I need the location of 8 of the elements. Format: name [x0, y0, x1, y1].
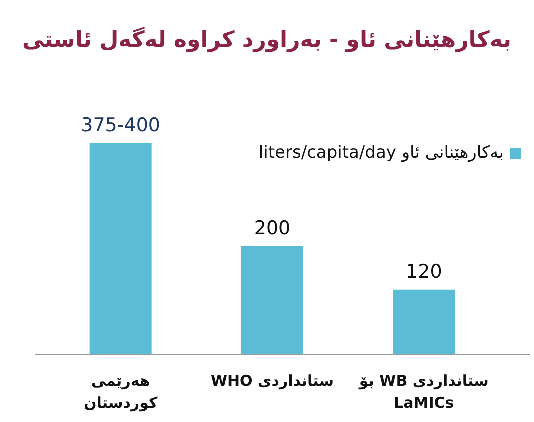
chart-title: بەکارهێنانی ئاو - بەراورد کراوە لەگەل ئاستی: [22, 28, 512, 53]
data-label: 120: [406, 260, 442, 283]
x-tick-label: ستانداردی WHO: [210, 371, 336, 392]
data-label: 375-400: [81, 114, 161, 136]
x-tick-label: هەرێمی کوردستان: [82, 371, 159, 414]
legend-label: بەکارهێنانی ئاو liters/capita/day: [258, 143, 504, 163]
data-label: 200: [254, 217, 291, 240]
x-tick-label: ستانداردی WB بۆ LaMICs: [359, 371, 490, 414]
